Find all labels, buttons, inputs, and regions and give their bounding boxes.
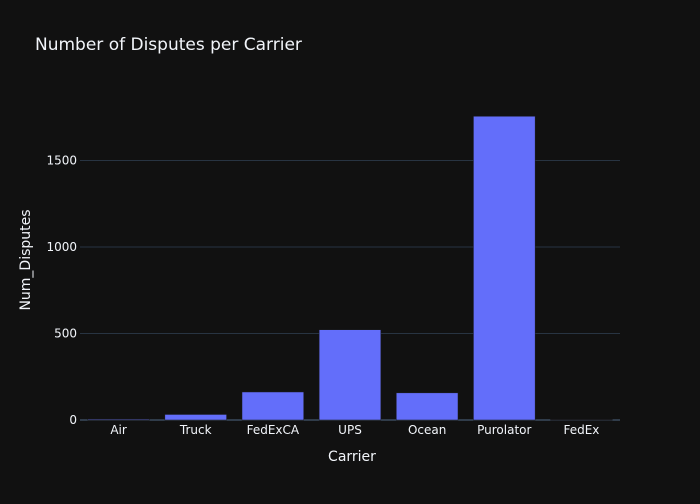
x-tick-labels: Air Truck FedExCA UPS Ocean Purolator FedEx (110, 423, 599, 437)
bar-ups[interactable] (318, 329, 382, 421)
chart-title: Number of Disputes per Carrier (35, 35, 302, 55)
y-tick-label: 1000 (46, 240, 77, 254)
bar-ocean[interactable] (396, 392, 459, 421)
y-tick-label: 500 (54, 327, 77, 341)
y-axis-title: Num_Disputes (18, 209, 34, 310)
y-tick-label: 1500 (46, 154, 77, 168)
bar-truck[interactable] (164, 414, 227, 421)
bar-purolator[interactable] (473, 116, 536, 421)
y-tick-label: 0 (69, 413, 77, 427)
x-tick-label: FedExCA (247, 423, 300, 437)
bar-fedex[interactable] (550, 419, 613, 421)
x-tick-label: Ocean (408, 423, 446, 437)
x-tick-label: UPS (338, 423, 362, 437)
x-tick-label: FedEx (563, 423, 599, 437)
bar-air[interactable] (87, 418, 150, 421)
x-tick-label: Air (110, 423, 127, 437)
bars (87, 116, 613, 421)
x-axis-title: Carrier (328, 449, 376, 465)
x-tick-label: Purolator (477, 423, 531, 437)
bar-fedexca[interactable] (241, 391, 304, 421)
y-tick-labels: 0 500 1000 1500 (46, 154, 77, 427)
x-tick-label: Truck (179, 423, 212, 437)
